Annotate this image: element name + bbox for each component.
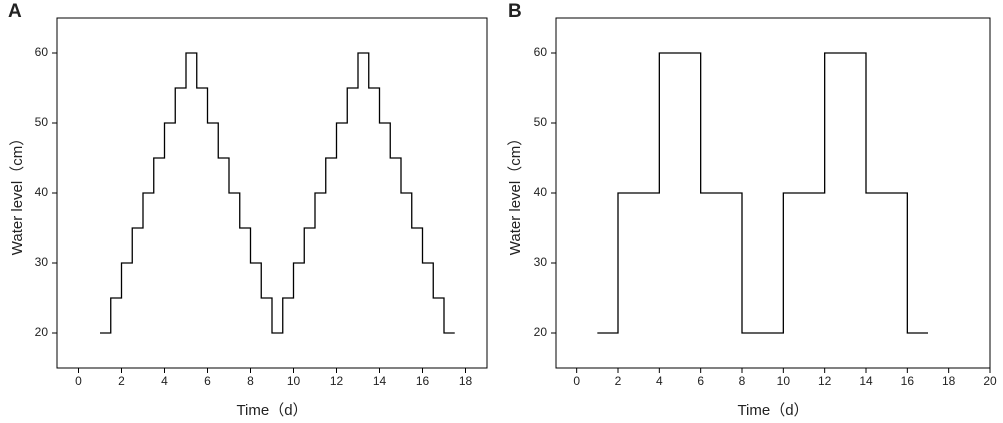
x-tick-label: 12: [818, 374, 832, 388]
x-tick-label: 6: [697, 374, 704, 388]
x-tick-label: 4: [161, 374, 168, 388]
x-tick-label: 20: [983, 374, 997, 388]
panel-label: A: [8, 1, 22, 22]
y-tick-label: 20: [35, 325, 49, 339]
x-tick-label: 8: [739, 374, 746, 388]
x-tick-label: 2: [615, 374, 622, 388]
x-tick-label: 14: [373, 374, 387, 388]
x-tick-label: 8: [247, 374, 254, 388]
x-tick-label: 10: [287, 374, 301, 388]
y-tick-label: 40: [534, 185, 548, 199]
x-tick-label: 18: [942, 374, 956, 388]
y-tick-label: 20: [534, 325, 548, 339]
y-tick-label: 60: [35, 45, 49, 59]
x-tick-label: 18: [459, 374, 473, 388]
x-tick-label: 0: [75, 374, 82, 388]
step-line: [100, 52, 455, 334]
x-tick-label: 16: [416, 374, 430, 388]
x-axis-label: Time（d）: [737, 402, 808, 419]
y-tick-label: 30: [534, 255, 548, 269]
x-tick-label: 14: [859, 374, 873, 388]
x-tick-label: 6: [204, 374, 211, 388]
x-tick-label: 12: [330, 374, 344, 388]
y-tick-label: 50: [35, 115, 49, 129]
x-tick-label: 10: [777, 374, 791, 388]
y-axis-label: Water level（cm）: [9, 131, 26, 255]
x-tick-label: 16: [901, 374, 915, 388]
panel-label: B: [508, 1, 522, 22]
x-axis-label: Time（d）: [236, 402, 307, 419]
x-tick-label: 0: [573, 374, 580, 388]
step-line: [597, 52, 928, 334]
x-tick-label: 2: [118, 374, 125, 388]
y-tick-label: 60: [534, 45, 548, 59]
y-axis-label: Water level（cm）: [507, 131, 524, 255]
y-tick-label: 50: [534, 115, 548, 129]
y-tick-label: 40: [35, 185, 49, 199]
y-tick-label: 30: [35, 255, 49, 269]
x-tick-label: 4: [656, 374, 663, 388]
